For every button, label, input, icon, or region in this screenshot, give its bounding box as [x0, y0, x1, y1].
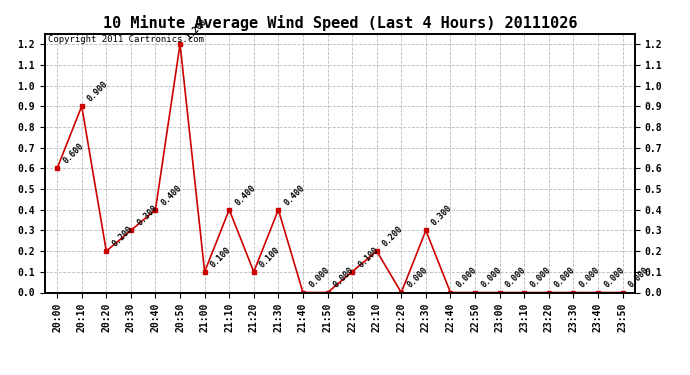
Text: 0.000: 0.000 — [307, 266, 331, 290]
Text: 0.300: 0.300 — [430, 204, 454, 228]
Text: 0.000: 0.000 — [479, 266, 503, 290]
Text: 0.000: 0.000 — [504, 266, 528, 290]
Text: 0.000: 0.000 — [332, 266, 356, 290]
Text: 0.000: 0.000 — [455, 266, 479, 290]
Text: 0.200: 0.200 — [381, 224, 405, 248]
Text: 0.900: 0.900 — [86, 80, 110, 104]
Text: 0.300: 0.300 — [135, 204, 159, 228]
Text: Copyright 2011 Cartronics.com: Copyright 2011 Cartronics.com — [48, 35, 204, 44]
Text: 0.000: 0.000 — [578, 266, 602, 290]
Text: 0.000: 0.000 — [406, 266, 429, 290]
Text: 0.000: 0.000 — [627, 266, 651, 290]
Text: 0.100: 0.100 — [356, 245, 380, 269]
Text: 0.200: 0.200 — [110, 224, 135, 248]
Text: 0.400: 0.400 — [282, 183, 306, 207]
Text: 0.100: 0.100 — [258, 245, 282, 269]
Title: 10 Minute Average Wind Speed (Last 4 Hours) 20111026: 10 Minute Average Wind Speed (Last 4 Hou… — [103, 15, 577, 31]
Text: 0.400: 0.400 — [159, 183, 184, 207]
Text: 0.600: 0.600 — [61, 141, 86, 165]
Text: 0.400: 0.400 — [233, 183, 257, 207]
Text: 1.200: 1.200 — [184, 17, 208, 41]
Text: 0.100: 0.100 — [209, 245, 233, 269]
Text: 0.000: 0.000 — [602, 266, 626, 290]
Text: 0.000: 0.000 — [529, 266, 553, 290]
Text: 0.000: 0.000 — [553, 266, 577, 290]
